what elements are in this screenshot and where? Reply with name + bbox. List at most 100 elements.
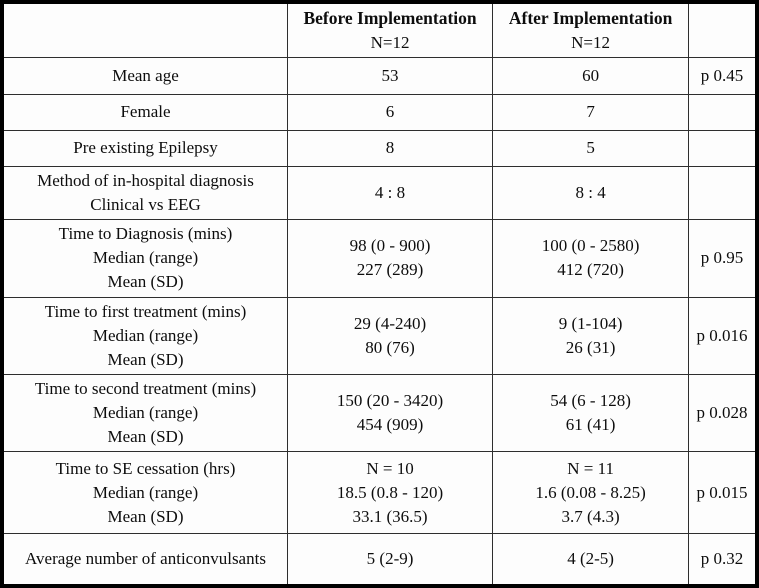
table-row: Time to second treatment (mins) Median (… xyxy=(1,373,758,453)
cell-before: 4 : 8 xyxy=(286,165,494,221)
value-line: 454 (909) xyxy=(356,415,424,435)
row-label: Pre existing Epilepsy xyxy=(73,138,218,158)
row-label-sub: Mean (SD) xyxy=(107,506,184,526)
table-row: Method of in-hospital diagnosis Clinical… xyxy=(1,165,758,221)
value-line: 29 (4-240) xyxy=(353,313,427,333)
row-label-sub: Median (range) xyxy=(92,403,199,423)
row-label: Mean age xyxy=(112,65,179,85)
value-line: 9 (1-104) xyxy=(558,313,623,333)
cell-p-value xyxy=(688,129,758,167)
value-line: 3.7 (4.3) xyxy=(561,506,620,526)
row-label-sub: Clinical vs EEG xyxy=(90,195,201,215)
cell-label: Time to second treatment (mins) Median (… xyxy=(1,373,288,453)
value-line: 100 (0 - 2580) xyxy=(541,236,640,256)
value-line: 150 (20 - 3420) xyxy=(336,391,444,411)
cell-p-value xyxy=(688,165,758,221)
table-row: Time to first treatment (mins) Median (r… xyxy=(1,296,758,375)
cell-p-value: p 0.015 xyxy=(688,451,758,535)
table-row: Female 6 7 xyxy=(1,93,758,131)
value-line: N = 11 xyxy=(567,458,614,478)
header-before-cell: Before Implementation N=12 xyxy=(286,1,494,58)
value-line: 4 (2-5) xyxy=(567,549,614,569)
value-line: 61 (41) xyxy=(565,415,616,435)
table-row: Time to SE cessation (hrs) Median (range… xyxy=(1,451,758,535)
row-label-sub: Median (range) xyxy=(92,325,199,345)
cell-after: 9 (1-104) 26 (31) xyxy=(492,296,690,375)
table-row: Average number of anticonvulsants 5 (2-9… xyxy=(1,533,758,587)
row-label: Time to second treatment (mins) xyxy=(34,378,257,398)
cell-label: Female xyxy=(1,93,288,131)
col-header-after: After Implementation xyxy=(508,8,673,28)
value-line: 26 (31) xyxy=(565,337,616,357)
row-label: Method of in-hospital diagnosis xyxy=(37,170,254,190)
cell-label: Average number of anticonvulsants xyxy=(1,533,288,587)
cell-p-value: p 0.95 xyxy=(688,219,758,298)
value-line: 80 (76) xyxy=(365,337,415,357)
header-row: Before Implementation N=12 After Impleme… xyxy=(1,1,758,58)
value-line: 4 : 8 xyxy=(374,183,406,203)
value-line: 18.5 (0.8 - 120) xyxy=(336,482,444,502)
cell-label: Time to first treatment (mins) Median (r… xyxy=(1,296,288,375)
cell-label: Method of in-hospital diagnosis Clinical… xyxy=(1,165,288,221)
header-p-cell xyxy=(688,1,758,58)
value-line: 412 (720) xyxy=(557,260,624,280)
value-line: 8 xyxy=(385,138,395,158)
col-header-before: Before Implementation xyxy=(303,8,477,28)
cell-before: 150 (20 - 3420) 454 (909) xyxy=(286,373,494,453)
value-line: 6 xyxy=(385,102,395,122)
cell-before: 53 xyxy=(286,56,494,95)
row-label-sub: Mean (SD) xyxy=(107,427,184,447)
cell-label: Time to Diagnosis (mins) Median (range) … xyxy=(1,219,288,298)
cell-after: N = 11 1.6 (0.08 - 8.25) 3.7 (4.3) xyxy=(492,451,690,535)
value-line: 227 (289) xyxy=(356,260,424,280)
cell-after: 5 xyxy=(492,129,690,167)
cell-before: N = 10 18.5 (0.8 - 120) 33.1 (36.5) xyxy=(286,451,494,535)
table-row: Time to Diagnosis (mins) Median (range) … xyxy=(1,219,758,298)
row-label-sub: Mean (SD) xyxy=(107,349,184,369)
header-after-cell: After Implementation N=12 xyxy=(492,1,690,58)
cell-p-value: p 0.016 xyxy=(688,296,758,375)
col-header-after-n: N=12 xyxy=(571,32,611,52)
cell-before: 98 (0 - 900) 227 (289) xyxy=(286,219,494,298)
cell-after: 7 xyxy=(492,93,690,131)
cell-p-value: p 0.028 xyxy=(688,373,758,453)
cell-p-value: p 0.32 xyxy=(688,533,758,587)
value-line: 33.1 (36.5) xyxy=(352,506,428,526)
cell-label: Time to SE cessation (hrs) Median (range… xyxy=(1,451,288,535)
cell-before: 29 (4-240) 80 (76) xyxy=(286,296,494,375)
cell-p-value xyxy=(688,93,758,131)
header-label-cell xyxy=(1,1,288,58)
row-label: Time to first treatment (mins) xyxy=(44,301,247,321)
row-label: Female xyxy=(120,102,171,122)
row-label: Time to Diagnosis (mins) xyxy=(58,224,233,244)
row-label: Time to SE cessation (hrs) xyxy=(55,458,236,478)
cell-before: 8 xyxy=(286,129,494,167)
col-header-before-n: N=12 xyxy=(370,32,410,52)
row-label-sub: Mean (SD) xyxy=(107,272,184,292)
value-line: 53 xyxy=(381,65,399,85)
table-row: Mean age 53 60 p 0.45 xyxy=(1,56,758,95)
cell-after: 54 (6 - 128) 61 (41) xyxy=(492,373,690,453)
cell-after: 8 : 4 xyxy=(492,165,690,221)
cell-before: 5 (2-9) xyxy=(286,533,494,587)
row-label: Average number of anticonvulsants xyxy=(25,549,266,569)
value-line: 8 : 4 xyxy=(575,183,606,203)
cell-before: 6 xyxy=(286,93,494,131)
value-line: 5 xyxy=(586,138,595,158)
cell-after: 100 (0 - 2580) 412 (720) xyxy=(492,219,690,298)
value-line: 7 xyxy=(586,102,595,122)
cell-label: Mean age xyxy=(1,56,288,95)
cell-after: 4 (2-5) xyxy=(492,533,690,587)
row-label-sub: Median (range) xyxy=(92,248,199,268)
value-line: 54 (6 - 128) xyxy=(550,391,631,411)
value-line: 98 (0 - 900) xyxy=(349,236,431,256)
value-line: 60 xyxy=(582,65,600,85)
cell-p-value: p 0.45 xyxy=(688,56,758,95)
value-line: 5 (2-9) xyxy=(366,549,414,569)
cell-after: 60 xyxy=(492,56,690,95)
cell-label: Pre existing Epilepsy xyxy=(1,129,288,167)
table-row: Pre existing Epilepsy 8 5 xyxy=(1,129,758,167)
row-label-sub: Median (range) xyxy=(92,482,199,502)
